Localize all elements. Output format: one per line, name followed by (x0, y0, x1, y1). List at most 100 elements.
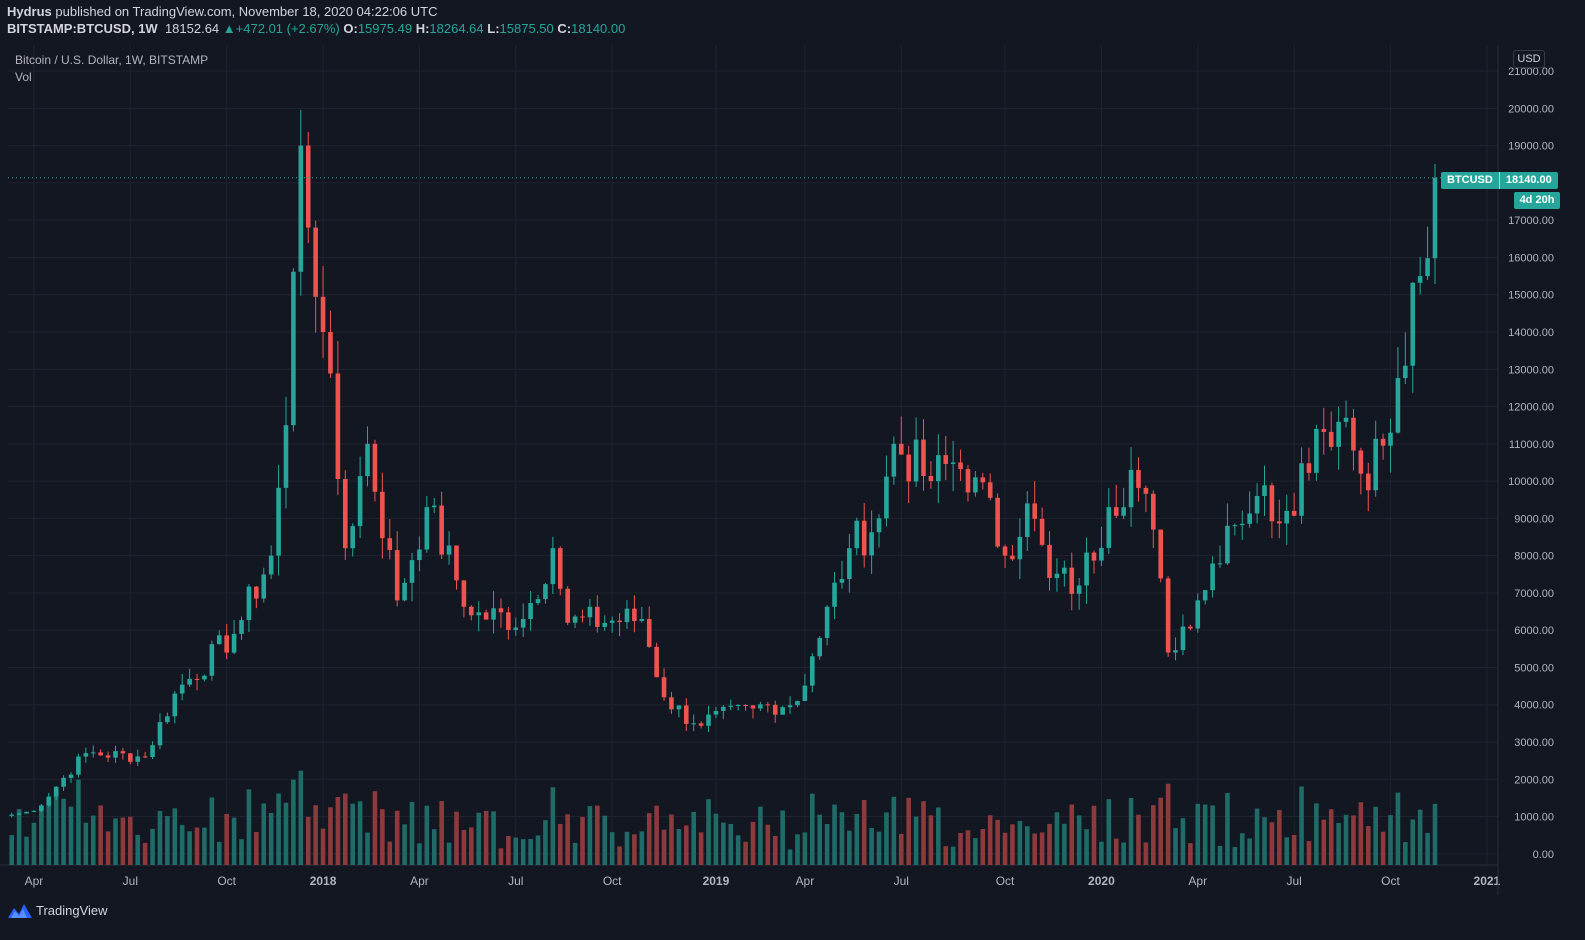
candle-body (498, 608, 504, 613)
candle-body (758, 704, 763, 709)
candle-body (1410, 282, 1416, 366)
x-tick-label: 2019 (703, 874, 730, 888)
candle-body (802, 685, 808, 701)
candle-body (1343, 417, 1349, 422)
volume-bar (120, 817, 126, 865)
candle-body (1054, 573, 1060, 578)
x-tick-label: Jul (123, 874, 138, 888)
volume-bar (24, 836, 29, 865)
volume-bar (1195, 803, 1201, 865)
volume-bar (1202, 804, 1208, 865)
y-tick-label: 20000.00 (1508, 103, 1554, 115)
candle-body (1188, 626, 1193, 629)
volume-bar (854, 813, 860, 865)
candle-body (795, 701, 800, 706)
candle-body (1432, 177, 1438, 259)
volume-bar (239, 839, 244, 865)
candle-body (231, 633, 237, 653)
y-tick-label: 5000.00 (1514, 662, 1554, 674)
candle-body (16, 813, 22, 815)
volume-bar (506, 835, 511, 865)
candle-body (995, 497, 1000, 547)
candle-body (1136, 469, 1141, 488)
footer-brand[interactable]: TradingView (8, 903, 108, 918)
volume-bar (1417, 809, 1423, 865)
candle-body (780, 707, 785, 715)
publisher-name[interactable]: Hydrus (7, 4, 52, 19)
y-tick-label: 1000.00 (1514, 812, 1554, 824)
volume-bar (254, 832, 259, 865)
volume-bar (61, 798, 66, 865)
volume-bar (1254, 808, 1260, 865)
volume-bar (1106, 799, 1112, 865)
candle-body (1091, 552, 1097, 561)
tradingview-logo-icon (8, 903, 32, 918)
x-tick-label: 2018 (310, 874, 337, 888)
volume-bar (150, 828, 155, 865)
volume-bar (16, 809, 22, 865)
candle-body (1113, 507, 1119, 516)
candle-body (1403, 365, 1408, 379)
candle-body (639, 619, 645, 621)
candle-body (1047, 544, 1052, 578)
candle-body (824, 606, 830, 638)
candle-body (254, 586, 259, 599)
candle-body (424, 507, 430, 550)
candle-body (1062, 567, 1067, 574)
volume-bar (187, 831, 192, 865)
volume-bar (661, 829, 667, 865)
low-value: 15875.50 (499, 21, 554, 36)
volume-bar (876, 831, 882, 865)
candle-body (854, 520, 860, 549)
candle-body (46, 796, 52, 806)
candle-body (1358, 450, 1364, 474)
candle-body (839, 579, 845, 583)
volume-bar (928, 815, 934, 865)
volume-bar (743, 841, 748, 865)
candle-body (1239, 523, 1245, 526)
volume-bar (587, 806, 593, 865)
volume-label[interactable]: Vol (15, 70, 32, 84)
candle-body (1425, 258, 1430, 277)
volume-bar (446, 842, 452, 865)
candle-body (53, 786, 59, 797)
x-tick-label: Apr (1188, 874, 1207, 888)
candle-body (543, 584, 548, 600)
currency-button[interactable]: USD (1513, 50, 1545, 68)
y-tick-label: 7000.00 (1514, 588, 1554, 600)
volume-bar (1173, 828, 1178, 865)
volume-bar (387, 841, 393, 865)
volume-bar (683, 825, 689, 865)
volume-bar (787, 849, 793, 865)
candle-body (1069, 567, 1075, 594)
volume-bar (1291, 834, 1297, 865)
volume-bar (676, 828, 682, 865)
volume-bar (276, 793, 281, 865)
volume-bar (609, 832, 615, 865)
candle-body (365, 443, 370, 477)
volume-bar (1277, 809, 1282, 865)
candle-body (224, 635, 229, 653)
series-title[interactable]: Bitcoin / U.S. Dollar, 1W, BITSTAMP (15, 53, 209, 67)
candle-body (1217, 563, 1223, 565)
candle-body (150, 745, 155, 757)
candle-body (261, 574, 267, 599)
volume-bar (1328, 809, 1334, 865)
volume-bar (980, 829, 986, 865)
volume-bar (1239, 833, 1245, 865)
candle-body (810, 656, 815, 686)
volume-bar (231, 817, 237, 865)
volume-bar (1247, 838, 1252, 865)
x-tick-label: Oct (217, 874, 236, 888)
volume-bar (1321, 819, 1327, 865)
volume-bar (1232, 846, 1238, 865)
candle-body (528, 603, 533, 619)
candle-body (1017, 536, 1023, 560)
candle-body (1336, 421, 1341, 447)
x-tick-label: Apr (410, 874, 429, 888)
volume-bar (83, 822, 89, 865)
volume-bar (913, 816, 919, 865)
y-tick-label: 0.00 (1533, 849, 1554, 861)
volume-bar (921, 801, 926, 865)
